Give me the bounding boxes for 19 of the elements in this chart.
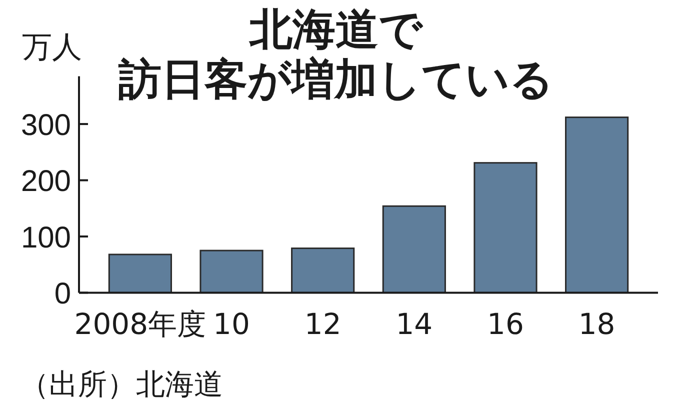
bar xyxy=(108,254,172,294)
y-tick-label: 300 xyxy=(20,108,71,142)
x-tick-label: 14 xyxy=(396,307,433,341)
bar xyxy=(200,250,264,294)
x-tick-label: 18 xyxy=(578,307,616,341)
x-tick-label: 10 xyxy=(213,307,250,341)
bar xyxy=(382,205,446,294)
bar xyxy=(291,248,355,294)
y-tick-label: 0 xyxy=(54,278,71,310)
x-tick-label: 16 xyxy=(487,307,524,341)
chart-title: 北海道で訪日客が増加している xyxy=(118,5,554,105)
y-tick-label: 100 xyxy=(20,221,71,254)
y-tick-label: 200 xyxy=(20,165,71,198)
x-tick-label: 2008年度 xyxy=(74,307,206,341)
bar xyxy=(565,116,629,294)
y-axis-title: 万人 xyxy=(22,30,82,65)
bar xyxy=(474,162,538,294)
text: （出所）北海道 xyxy=(20,367,223,401)
x-tick-label: 12 xyxy=(304,307,342,341)
